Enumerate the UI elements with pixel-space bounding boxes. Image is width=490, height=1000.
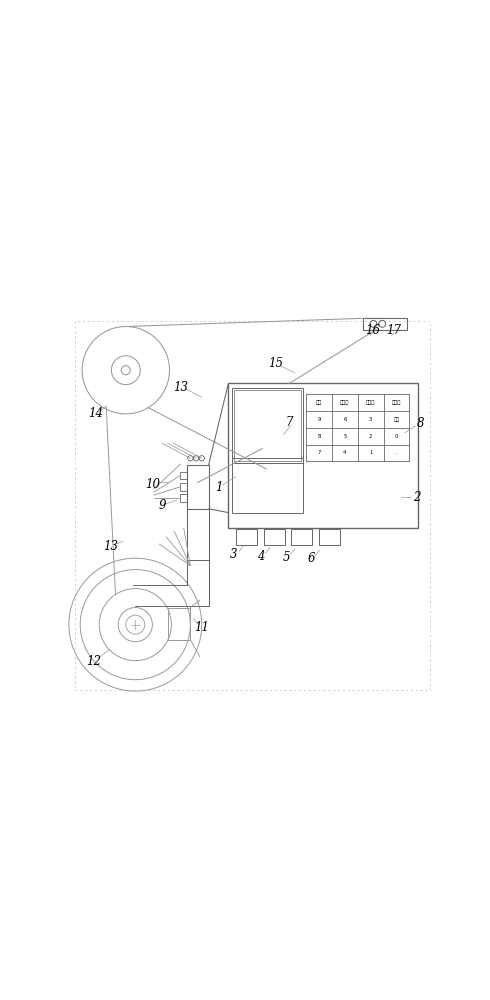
Bar	[264, 529, 285, 545]
Bar	[180, 483, 187, 491]
Text: 13: 13	[173, 381, 188, 394]
Text: 7: 7	[285, 416, 293, 429]
Text: 偏差: 偏差	[393, 417, 400, 422]
Text: 1: 1	[215, 481, 222, 494]
Text: 深度: 深度	[316, 400, 322, 405]
Text: 8: 8	[318, 434, 321, 439]
Bar	[180, 472, 187, 479]
Text: 2: 2	[413, 491, 420, 504]
Text: 7: 7	[318, 450, 321, 455]
Text: 17: 17	[387, 324, 401, 337]
Text: .: .	[396, 450, 397, 455]
Text: 14: 14	[88, 407, 103, 420]
Text: 10: 10	[145, 478, 160, 491]
Text: 9: 9	[318, 417, 321, 422]
Text: 4: 4	[257, 550, 265, 563]
Text: 3: 3	[230, 548, 238, 561]
Text: 5: 5	[343, 434, 346, 439]
Text: 11: 11	[194, 621, 209, 634]
Bar	[363, 318, 407, 330]
Bar	[234, 390, 301, 461]
Bar	[319, 529, 340, 545]
Text: 15: 15	[269, 357, 283, 370]
Text: 8: 8	[416, 417, 424, 430]
Text: 2: 2	[369, 434, 372, 439]
Bar	[228, 383, 418, 528]
Bar	[236, 529, 257, 545]
Text: 5: 5	[282, 551, 290, 564]
Text: 6: 6	[343, 417, 346, 422]
Text: 单元三: 单元三	[392, 400, 401, 405]
Text: 单元一: 单元一	[340, 400, 349, 405]
Text: 4: 4	[343, 450, 346, 455]
Bar	[187, 465, 209, 509]
Text: 3: 3	[369, 417, 372, 422]
Bar	[292, 529, 312, 545]
Text: 0: 0	[395, 434, 398, 439]
Bar	[232, 388, 303, 463]
Text: 单元二: 单元二	[366, 400, 375, 405]
Bar	[232, 458, 303, 513]
Text: 16: 16	[365, 324, 380, 337]
Bar	[168, 608, 190, 640]
Bar	[180, 494, 187, 502]
Text: 1: 1	[369, 450, 372, 455]
Text: 12: 12	[86, 655, 101, 668]
Text: 13: 13	[103, 540, 118, 553]
Text: 9: 9	[158, 499, 166, 512]
Text: 6: 6	[307, 552, 315, 565]
